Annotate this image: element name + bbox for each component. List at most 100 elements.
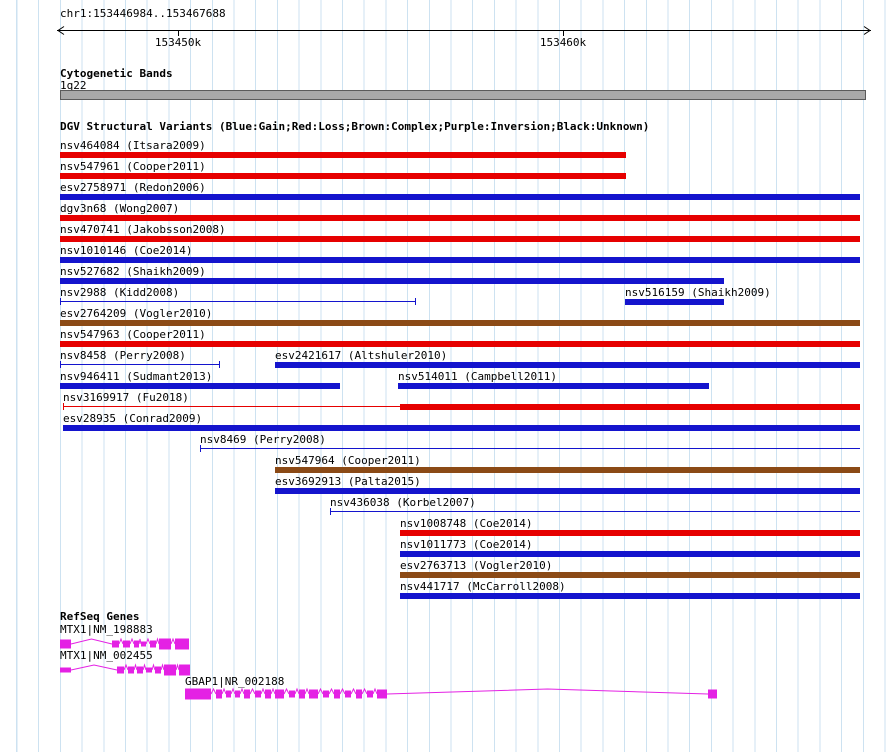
exon-box[interactable]: [708, 689, 717, 699]
exon-box[interactable]: [146, 667, 152, 673]
exon-box[interactable]: [123, 640, 130, 648]
exon-box[interactable]: [137, 666, 143, 674]
variant-bar-tick[interactable]: [219, 361, 220, 368]
exon-box[interactable]: [289, 690, 295, 698]
variant-bar-thick[interactable]: [400, 551, 860, 557]
exon-box[interactable]: [150, 640, 156, 648]
exon-box[interactable]: [60, 639, 71, 649]
region-title: chr1:153446984..153467688: [60, 7, 226, 20]
variant-bar-tick[interactable]: [60, 298, 61, 305]
variant-label: nsv1010146 (Coe2014): [60, 244, 193, 257]
exon-box[interactable]: [60, 667, 71, 673]
ruler-tick-label: 153450k: [154, 36, 202, 49]
exon-box[interactable]: [309, 689, 318, 699]
exon-box[interactable]: [244, 689, 250, 699]
exon-box[interactable]: [377, 689, 387, 699]
variant-label: esv2764209 (Vogler2010): [60, 307, 213, 320]
intron-line: [339, 687, 346, 695]
exon-box[interactable]: [255, 690, 261, 698]
exon-box[interactable]: [345, 690, 351, 698]
variant-label: nsv547964 (Cooper2011): [275, 454, 421, 467]
variant-bar-thick[interactable]: [60, 257, 860, 263]
variant-bar-thick[interactable]: [60, 278, 724, 284]
exon-box[interactable]: [159, 638, 171, 650]
variant-bar-thin[interactable]: [60, 301, 415, 302]
variant-bar-thick[interactable]: [60, 236, 860, 242]
exon-box[interactable]: [334, 689, 340, 699]
variant-bar-thick[interactable]: [400, 572, 860, 578]
exon-box[interactable]: [323, 690, 329, 698]
gene-model[interactable]: [0, 686, 890, 702]
variant-label: esv2763713 (Vogler2010): [400, 559, 553, 572]
exon-box[interactable]: [128, 666, 134, 674]
intron-line: [350, 687, 357, 695]
exon-box[interactable]: [117, 666, 124, 674]
exon-box[interactable]: [235, 690, 240, 698]
exon-box[interactable]: [367, 690, 373, 698]
variant-label: nsv436038 (Korbel2007): [330, 496, 476, 509]
exon-box[interactable]: [112, 640, 119, 648]
variant-bar-thick[interactable]: [275, 362, 860, 368]
exon-box[interactable]: [356, 689, 362, 699]
gene-model[interactable]: [0, 636, 890, 652]
gene-model[interactable]: [0, 662, 890, 678]
variant-bar-thick[interactable]: [60, 383, 340, 389]
variant-bar-thick[interactable]: [400, 530, 860, 536]
exon-box[interactable]: [179, 664, 190, 676]
variant-bar-thick[interactable]: [60, 152, 626, 158]
variant-bar-tick[interactable]: [415, 298, 416, 305]
variant-label: nsv547963 (Cooper2011): [60, 328, 206, 341]
intron-line: [151, 663, 156, 671]
variant-bar-thick[interactable]: [398, 383, 709, 389]
variant-label: nsv547961 (Cooper2011): [60, 160, 206, 173]
intron-line: [386, 688, 709, 695]
variant-bar-thick[interactable]: [275, 488, 860, 494]
variant-bar-thin[interactable]: [200, 448, 860, 449]
variant-bar-thick[interactable]: [60, 173, 626, 179]
variant-label: nsv516159 (Shaikh2009): [625, 286, 771, 299]
variant-bar-thin[interactable]: [330, 511, 860, 512]
variant-label: dgv3n68 (Wong2007): [60, 202, 180, 215]
ruler-right-arrow-icon: [863, 26, 871, 35]
variant-bar-thick[interactable]: [63, 425, 860, 431]
exon-box[interactable]: [175, 638, 189, 650]
exon-box[interactable]: [275, 689, 284, 699]
gene-label: MTX1|NM_198883: [60, 623, 153, 636]
variant-bar-tick[interactable]: [60, 361, 61, 368]
exon-box[interactable]: [155, 666, 161, 674]
intron-line: [294, 687, 300, 695]
variant-bar-thick[interactable]: [60, 320, 860, 326]
variant-bar-thin[interactable]: [63, 406, 400, 407]
cytoband-label: 1q22: [60, 79, 87, 92]
variant-bar-thick[interactable]: [400, 593, 860, 599]
intron-line: [70, 638, 113, 645]
intron-line: [210, 687, 217, 695]
variant-label: nsv8469 (Perry2008): [200, 433, 326, 446]
cytoband-bar[interactable]: [60, 90, 866, 100]
exon-box[interactable]: [216, 689, 222, 699]
exon-box[interactable]: [164, 664, 176, 676]
intron-line: [129, 637, 135, 645]
exon-box[interactable]: [265, 689, 271, 699]
exon-box[interactable]: [185, 688, 211, 700]
variant-bar-thick[interactable]: [625, 299, 724, 305]
variant-bar-thick[interactable]: [60, 194, 860, 200]
ruler[interactable]: [0, 0, 890, 36]
exon-box[interactable]: [226, 690, 231, 698]
exon-box[interactable]: [134, 640, 139, 648]
intron-line: [160, 663, 165, 671]
intron-line: [138, 638, 142, 645]
variant-bar-thick[interactable]: [60, 215, 860, 221]
variant-label: esv3692913 (Palta2015): [275, 475, 421, 488]
exon-box[interactable]: [141, 641, 146, 647]
variant-bar-thick[interactable]: [275, 467, 860, 473]
variant-label: nsv527682 (Shaikh2009): [60, 265, 206, 278]
variant-bar-thin[interactable]: [60, 364, 219, 365]
variant-label: nsv441717 (McCarroll2008): [400, 580, 566, 593]
exon-box[interactable]: [299, 689, 305, 699]
variant-label: esv2758971 (Redon2006): [60, 181, 206, 194]
intron-line: [372, 687, 378, 695]
variant-bar-thick[interactable]: [60, 341, 860, 347]
variant-bar-thick[interactable]: [400, 404, 860, 410]
intron-line: [70, 664, 118, 671]
